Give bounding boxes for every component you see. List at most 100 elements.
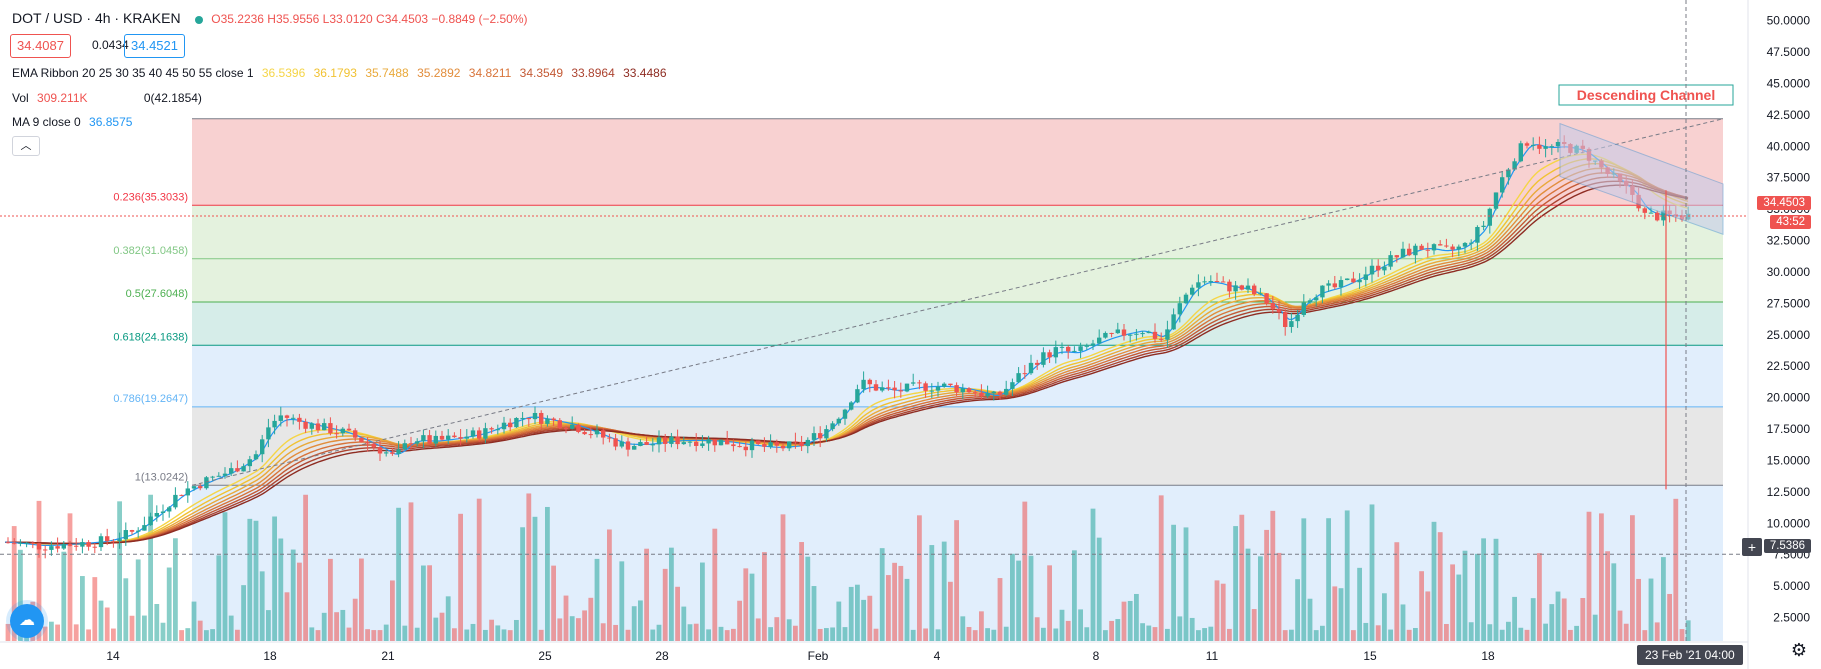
candle	[545, 418, 550, 424]
candle	[433, 435, 438, 444]
candle	[954, 385, 959, 393]
candle	[1066, 346, 1071, 352]
candle	[92, 546, 97, 548]
ema-ribbon-legend[interactable]: EMA Ribbon 20 25 30 35 40 45 50 55 close…	[12, 66, 672, 80]
sell-price-button[interactable]: 34.4087	[10, 34, 71, 58]
volume-bar	[1382, 593, 1387, 641]
candle	[322, 423, 327, 431]
volume-bar	[1103, 630, 1108, 641]
candle	[117, 539, 122, 542]
candle	[1307, 300, 1313, 303]
volume-bar	[359, 558, 364, 641]
volume-bar	[1530, 598, 1536, 641]
ma-label: MA 9 close 0	[12, 115, 81, 129]
candle	[266, 427, 271, 440]
candle	[1022, 373, 1027, 375]
time-axis[interactable]: 14 18 21 25 28 Feb 4 8 11 15 18	[0, 641, 1748, 663]
volume-bar	[371, 630, 377, 641]
volume-bar	[328, 558, 333, 641]
volume-bar	[873, 628, 879, 641]
candle	[1369, 265, 1375, 275]
fib-band-3	[192, 302, 1723, 346]
candle	[935, 386, 941, 391]
volume-bar	[427, 565, 432, 641]
fib-label-5: 0.786(19.2647)	[113, 393, 188, 405]
volume-bar	[1605, 551, 1610, 641]
volume-bar	[1251, 609, 1257, 641]
volume-bar	[476, 498, 482, 641]
candle	[309, 423, 314, 429]
volume-bar	[1537, 553, 1542, 641]
buy-price-button[interactable]: 34.4521	[124, 34, 185, 58]
candle	[402, 443, 407, 450]
candle	[1506, 169, 1511, 178]
candle	[904, 383, 910, 392]
y-tick-label: 30.0000	[1767, 265, 1811, 279]
volume-legend[interactable]: Vol 309.211K 0(42.1854)	[12, 91, 207, 105]
candle	[1555, 141, 1561, 147]
candle	[520, 417, 525, 419]
candle	[1338, 280, 1344, 288]
volume-bar	[910, 629, 916, 641]
market-status-icon	[194, 15, 203, 24]
candle	[694, 441, 699, 446]
volume-bar	[1239, 514, 1245, 641]
candle	[1295, 314, 1300, 322]
candle	[681, 442, 686, 445]
add-alert-plus-icon[interactable]: +	[1742, 538, 1762, 556]
price-axis[interactable]: 50.0000 47.5000 45.0000 42.5000 40.0000 37.50…	[1747, 0, 1811, 669]
ema-ribbon-line-4	[5, 167, 1689, 545]
y-tick-label: 10.0000	[1767, 516, 1811, 530]
collapse-legend-button[interactable]: ︿	[12, 136, 40, 156]
volume-bar	[1208, 626, 1214, 641]
y-tick-label: 12.5000	[1767, 485, 1811, 499]
volume-bar	[228, 615, 234, 641]
candle	[80, 542, 85, 547]
volume-bar	[148, 494, 153, 641]
tradingview-logo-icon[interactable]: ☁	[10, 604, 44, 638]
gear-icon[interactable]: ⚙	[1790, 640, 1807, 660]
volume-bar	[1115, 619, 1121, 641]
volume-bar	[1636, 578, 1641, 641]
volume-bar	[520, 527, 525, 641]
candle	[1314, 297, 1319, 301]
symbol-title[interactable]: DOT / USD · 4h · KRAKEN	[12, 10, 181, 26]
fib-label-3: 0.5(27.6048)	[126, 288, 188, 300]
volume-bar	[315, 630, 321, 641]
candle	[1140, 333, 1145, 335]
volume-bar	[235, 629, 240, 641]
candle	[1115, 329, 1120, 334]
volume-bar	[272, 516, 277, 641]
volume-bar	[73, 624, 79, 641]
volume-bar	[1121, 601, 1127, 641]
volume-bar	[1084, 627, 1090, 641]
candle	[340, 428, 345, 434]
volume-bar	[129, 615, 135, 641]
candle	[24, 542, 29, 544]
volume-bar	[1313, 630, 1319, 641]
volume-bar	[1586, 511, 1592, 641]
candle	[644, 442, 649, 445]
y-tick-label: 40.0000	[1767, 139, 1811, 153]
y-tick-label: 50.0000	[1767, 14, 1811, 28]
volume-bar	[811, 586, 817, 641]
candle	[973, 392, 978, 394]
candle	[985, 393, 990, 397]
candle	[1363, 274, 1368, 280]
volume-bar	[582, 610, 587, 641]
volume-bar	[768, 627, 773, 641]
candle	[861, 379, 866, 390]
drawings-overlay[interactable]: Descending Channel	[0, 0, 1748, 641]
candle	[210, 476, 215, 478]
volume-bar	[1264, 529, 1269, 641]
fib-band-2	[192, 258, 1723, 303]
candle	[1301, 302, 1306, 315]
ma-legend[interactable]: MA 9 close 0 36.8575	[12, 115, 137, 129]
volume-bar	[1047, 565, 1052, 641]
volume-bar	[892, 562, 897, 641]
candle	[979, 392, 984, 397]
candle	[818, 433, 823, 439]
volume-bar	[408, 502, 414, 641]
descending-channel	[1559, 122, 1724, 235]
